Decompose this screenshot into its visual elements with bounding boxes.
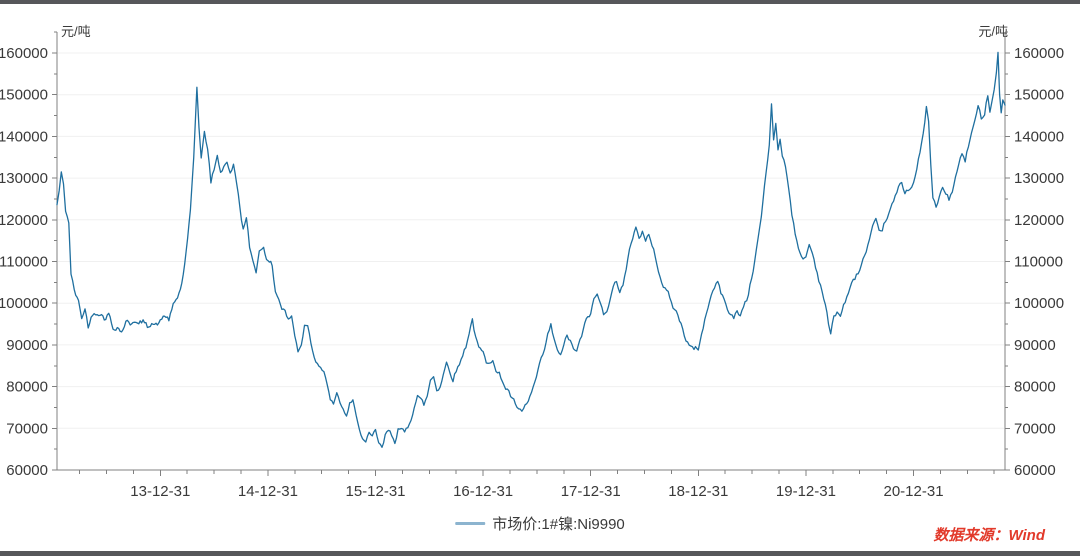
y-tick-label-right: 130000: [1014, 170, 1064, 187]
y-tick-label-right: 60000: [1014, 462, 1056, 479]
y-tick-label-left: 70000: [6, 420, 48, 437]
y-tick-label-right: 100000: [1014, 295, 1064, 312]
bottom-border: [0, 551, 1080, 556]
top-border: [0, 0, 1080, 4]
x-tick-label: 17-12-31: [561, 483, 621, 500]
y-tick-label-left: 160000: [0, 45, 48, 62]
y-tick-label-left: 60000: [6, 462, 48, 479]
y-tick-label-left: 130000: [0, 170, 48, 187]
x-tick-label: 19-12-31: [776, 483, 836, 500]
y-tick-label-left: 140000: [0, 128, 48, 145]
legend-line-marker: [455, 522, 486, 525]
y-tick-label-left: 110000: [0, 254, 48, 271]
y-tick-label-right: 120000: [1014, 212, 1064, 229]
y-tick-label-left: 150000: [0, 87, 48, 104]
x-tick-label: 13-12-31: [130, 483, 190, 500]
unit-label-left: 元/吨: [61, 24, 91, 39]
y-tick-label-right: 90000: [1014, 337, 1056, 354]
y-tick-label-left: 80000: [6, 379, 48, 396]
chart-generated-layer: 60000 60000 70000 70000 80000 80000 90000 90000…: [0, 31, 1064, 500]
x-tick-label: 16-12-31: [453, 483, 513, 500]
legend: 市场价:1#镍:Ni9990: [455, 513, 625, 534]
x-tick-label: 20-12-31: [884, 483, 944, 500]
y-tick-label-left: 100000: [0, 295, 48, 312]
y-tick-label-right: 110000: [1014, 254, 1063, 271]
y-tick-label-right: 70000: [1014, 420, 1056, 437]
y-tick-label-right: 140000: [1014, 128, 1064, 145]
legend-label: 市场价:1#镍:Ni9990: [492, 516, 625, 533]
y-tick-label-left: 120000: [0, 212, 48, 229]
y-tick-label-left: 90000: [6, 337, 48, 354]
unit-label-right: 元/吨: [978, 24, 1008, 39]
y-tick-label-right: 160000: [1014, 45, 1064, 62]
price-line: [56, 51, 1006, 448]
y-tick-label-right: 150000: [1014, 87, 1064, 104]
x-tick-label: 15-12-31: [345, 483, 405, 500]
y-tick-label-right: 80000: [1014, 379, 1056, 396]
x-tick-label: 14-12-31: [238, 483, 298, 500]
data-source-note: 数据来源：Wind: [933, 527, 1045, 544]
x-tick-label: 18-12-31: [668, 483, 728, 500]
